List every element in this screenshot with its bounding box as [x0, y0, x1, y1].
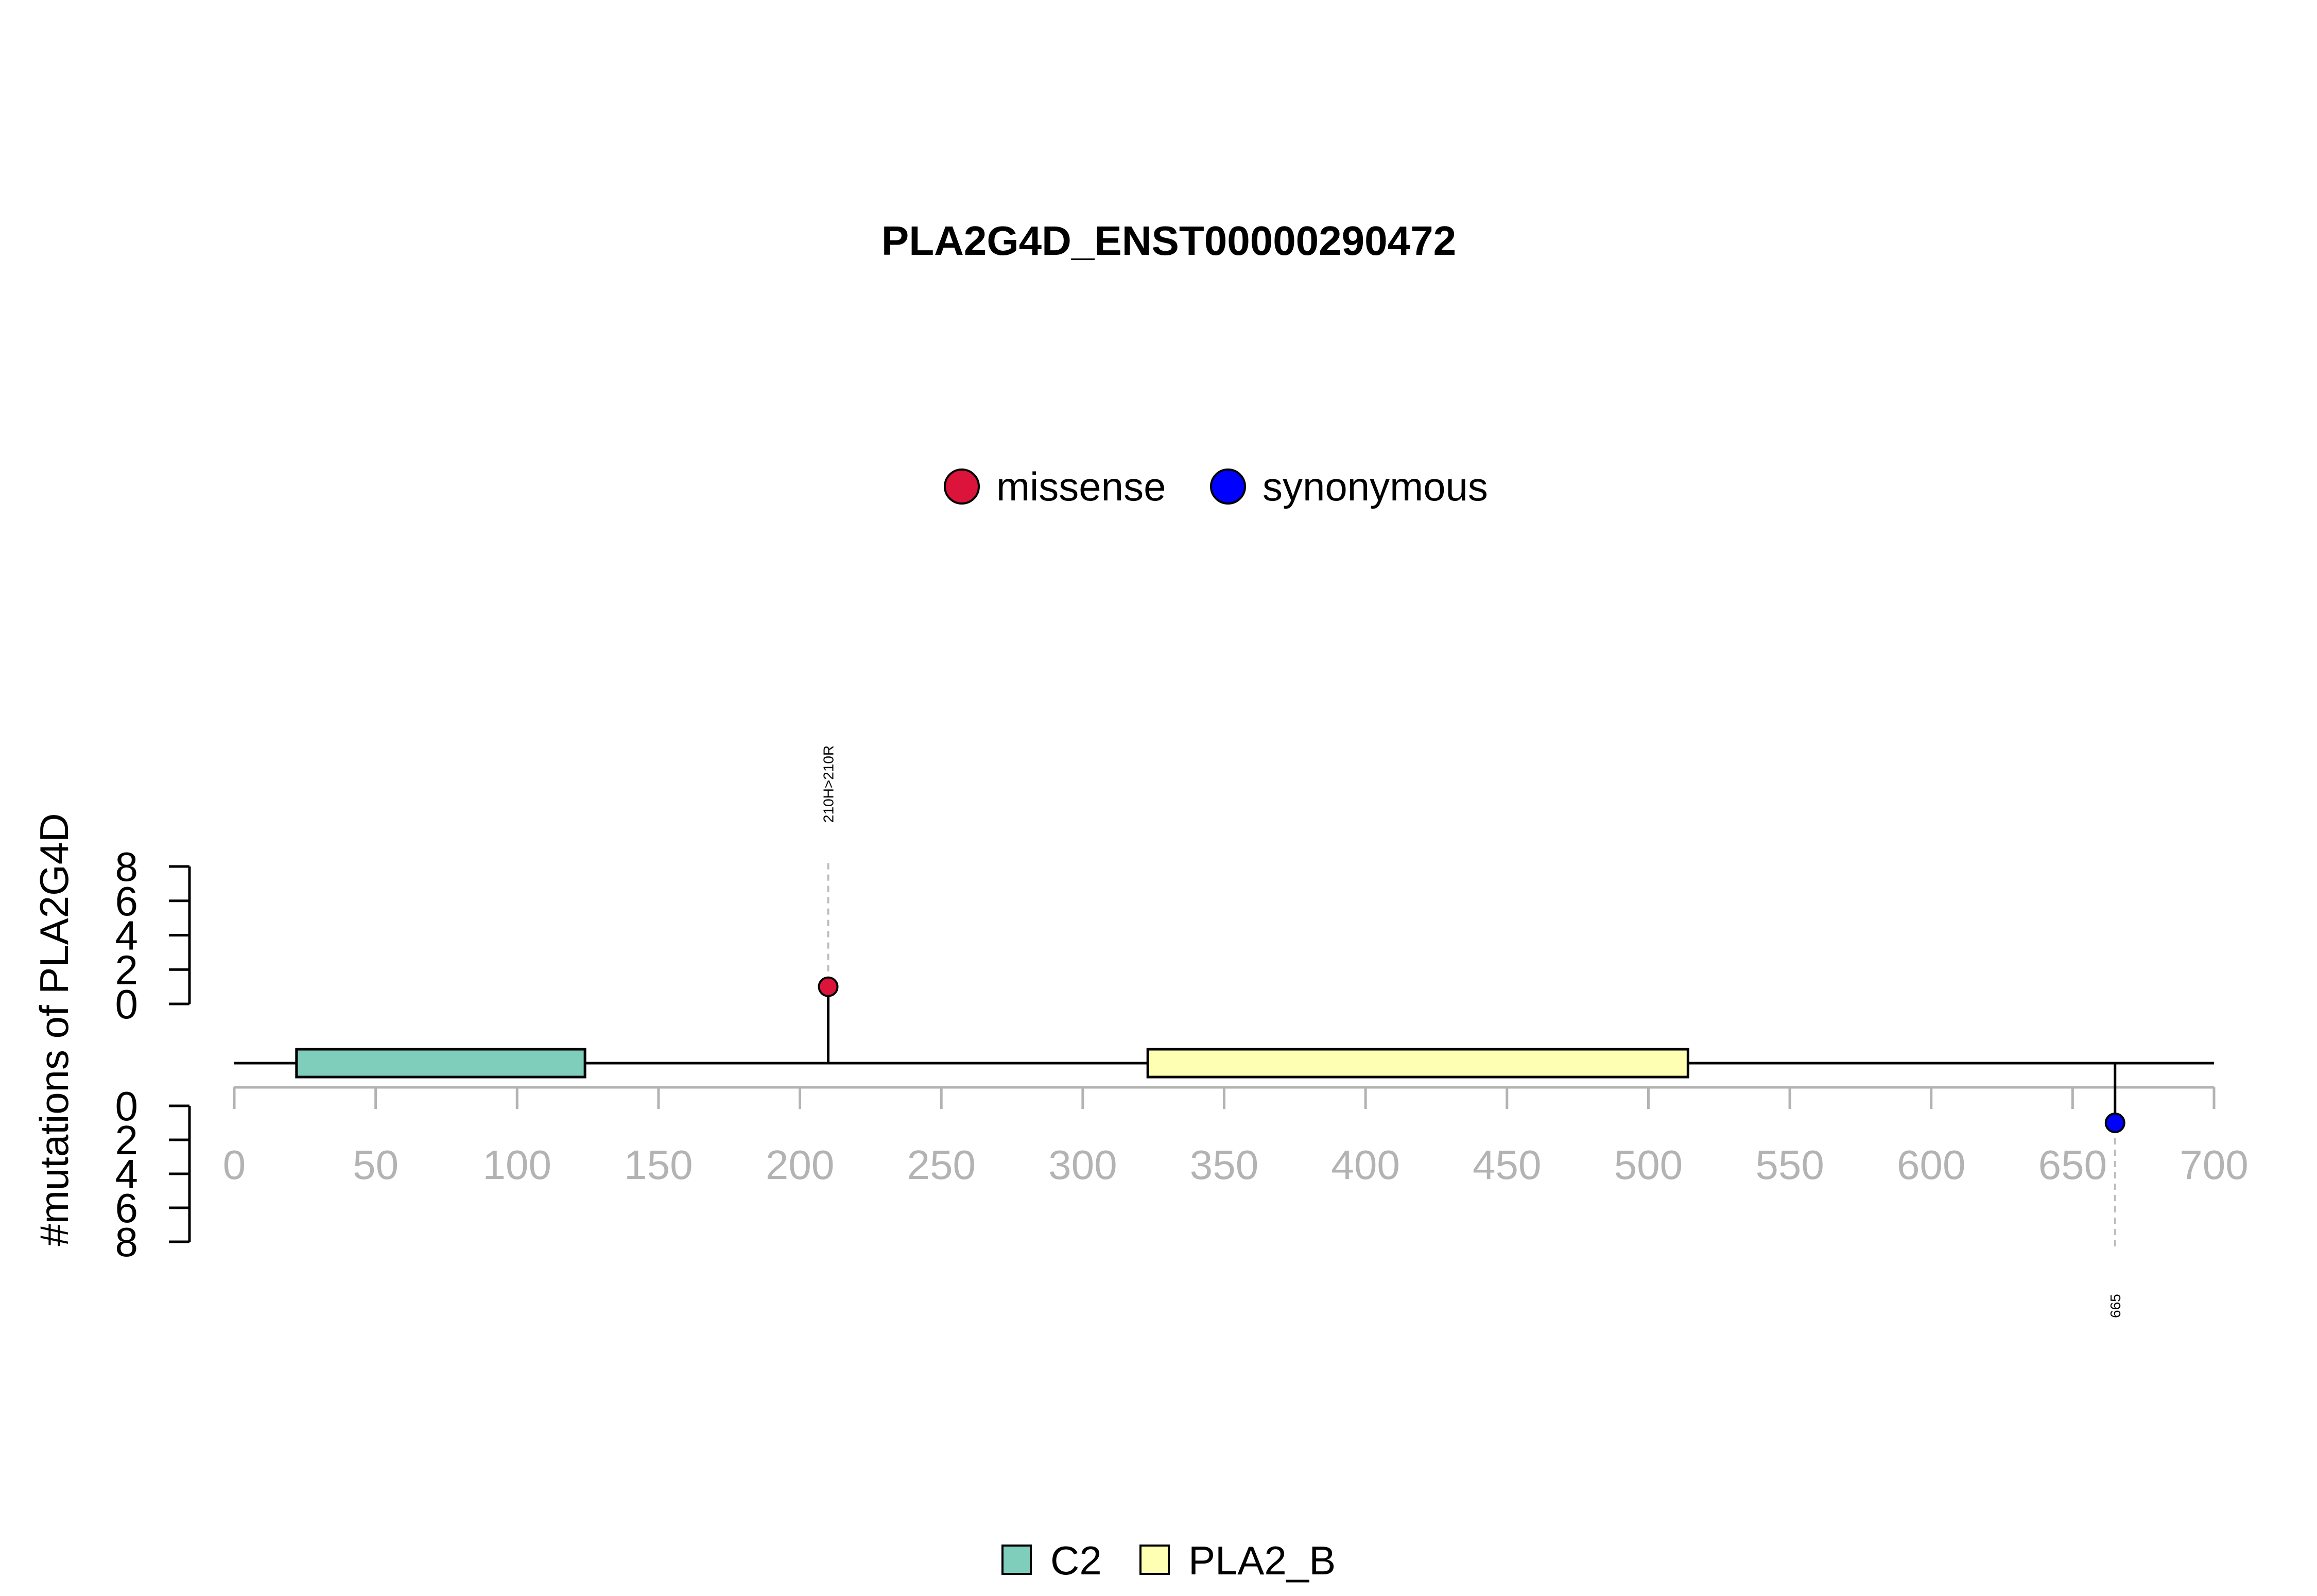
x-tick-label: 250 [907, 1142, 975, 1188]
y-top-tick-label: 2 [115, 947, 139, 993]
x-tick-label: 600 [1897, 1142, 1965, 1188]
domain-legend: C2 PLA2_B [1001, 1538, 1336, 1583]
x-tick-label: 0 [223, 1142, 246, 1188]
y-bottom-tick-label: 2 [115, 1117, 139, 1163]
y-top-tick-label: 4 [115, 913, 139, 959]
mutation-point [818, 976, 839, 997]
y-bottom-tick-label: 0 [115, 1083, 139, 1129]
mutation-point [2104, 1113, 2125, 1133]
y-bottom-tick-label: 6 [115, 1185, 139, 1231]
domain-pla2-b [1146, 1048, 1689, 1079]
x-tick-label: 650 [2038, 1142, 2107, 1188]
mutation-label: 210H>210R [821, 745, 837, 823]
legend-pla2b-label: PLA2_B [1188, 1538, 1336, 1583]
mutation-legend: missense synonymous [944, 464, 1488, 509]
x-tick-label: 450 [1473, 1142, 1541, 1188]
x-tick-label: 500 [1614, 1142, 1683, 1188]
x-tick-label: 200 [766, 1142, 834, 1188]
mutations: 210H>210R 665 [818, 745, 2125, 1318]
axes: 0 50 100 150 200 250 300 350 400 450 500 550 600 650 7… [115, 844, 2249, 1265]
y-bottom-tick-label: 4 [115, 1151, 139, 1197]
legend-pla2b-swatch [1139, 1545, 1170, 1575]
x-tick-label: 700 [2180, 1142, 2248, 1188]
x-tick-label: 400 [1331, 1142, 1399, 1188]
x-tick-label: 50 [353, 1142, 399, 1188]
y-axis-label: #mutations of PLA2G4D [31, 813, 77, 1246]
y-top-tick-label: 6 [115, 878, 139, 924]
legend-synonymous-label: synonymous [1263, 464, 1488, 509]
domain-c2 [295, 1048, 586, 1079]
x-tick-label: 300 [1048, 1142, 1117, 1188]
legend-missense-label: missense [996, 464, 1166, 509]
legend-missense-marker [944, 469, 980, 505]
legend-c2-label: C2 [1050, 1538, 1102, 1583]
legend-c2-swatch [1001, 1545, 1032, 1575]
chart-title: PLA2G4D_ENST00000290472 [881, 218, 1456, 264]
y-top-tick-label: 0 [115, 981, 139, 1027]
domains [234, 1048, 2214, 1079]
x-tick-label: 350 [1190, 1142, 1258, 1188]
y-bottom-tick-label: 8 [115, 1219, 139, 1265]
legend-synonymous-marker [1210, 469, 1246, 505]
x-tick-label: 100 [483, 1142, 551, 1188]
y-top-tick-label: 8 [115, 844, 139, 890]
x-tick-label: 150 [624, 1142, 693, 1188]
mutation-label: 665 [2107, 1294, 2123, 1318]
x-tick-label: 550 [1755, 1142, 1824, 1188]
